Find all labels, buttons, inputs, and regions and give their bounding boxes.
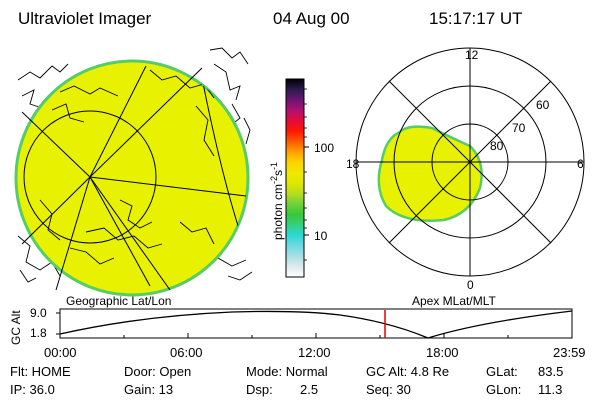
auroral-image-disk: [14, 59, 250, 297]
colorbar: [285, 78, 309, 278]
date-label: 04 Aug 00: [273, 9, 350, 28]
mlat-80-label: 80: [490, 139, 504, 153]
polar-grid: [355, 47, 585, 277]
polar-caption: Apex MLat/MLT: [412, 294, 496, 308]
flt-status: Flt: HOME: [10, 364, 71, 379]
mode-status: Mode: Normal: [246, 364, 328, 379]
mlat-60-label: 60: [536, 98, 550, 112]
altitude-strip: [56, 308, 573, 339]
colorbar-units: photon cm-2s-1: [269, 161, 285, 240]
gc-alt-axis-title: GC Alt: [9, 310, 23, 345]
instrument-title: Ultraviolet Imager: [18, 9, 152, 28]
polar-plot: [355, 47, 585, 277]
geographic-map: [14, 47, 253, 297]
door-status: Door: Open: [124, 364, 192, 379]
dsp-value: 2.5: [300, 382, 319, 397]
time-tick-2359: 23:59: [553, 345, 586, 360]
gain-status: Gain: 13: [124, 382, 174, 397]
colorbar-minor-ticks: [304, 88, 307, 261]
colorbar-label-10: 10: [314, 229, 328, 243]
geographic-grid: [21, 65, 247, 291]
time-tick-0000: 00:00: [44, 345, 77, 360]
mlt-0-label: 0: [467, 278, 474, 292]
gc-alt-tick-high: 9.0: [30, 306, 47, 320]
geographic-caption: Geographic Lat/Lon: [66, 294, 172, 308]
mlt-6-label: 6: [577, 157, 584, 171]
glon-value: 11.3: [538, 382, 563, 397]
mlt-12-label: 12: [465, 48, 479, 62]
seq-status: Seq: 30: [366, 382, 411, 397]
ip-status: IP: 36.0: [10, 382, 55, 397]
gc-alt-status: GC Alt: 4.8 Re: [366, 364, 450, 379]
auroral-oval: [377, 125, 483, 222]
time-tick-1200: 12:00: [298, 345, 331, 360]
glon-label: GLon:: [486, 382, 522, 397]
time-tick-0600: 06:00: [170, 345, 203, 360]
gc-alt-tick-low: 1.8: [30, 326, 47, 340]
colorbar-label-100: 100: [314, 141, 335, 155]
altitude-curve: [59, 310, 573, 339]
time-label: 15:17:17 UT: [429, 9, 523, 28]
dsp-label: Dsp:: [246, 382, 273, 397]
colorbar-strip: [285, 78, 305, 278]
glat-label: GLat:: [486, 364, 518, 379]
time-tick-1800: 18:00: [426, 345, 459, 360]
mlat-70-label: 70: [512, 121, 526, 135]
mlt-18-label: 18: [346, 157, 360, 171]
glat-value: 83.5: [538, 364, 564, 379]
coastlines-inside: [39, 69, 215, 265]
